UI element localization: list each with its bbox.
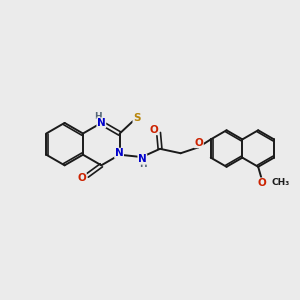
Text: N: N xyxy=(97,118,106,128)
Text: S: S xyxy=(133,113,140,123)
Text: O: O xyxy=(77,173,86,183)
Text: N: N xyxy=(138,154,147,164)
Text: O: O xyxy=(194,138,203,148)
Text: H: H xyxy=(140,160,147,169)
Text: CH₃: CH₃ xyxy=(271,178,290,188)
Text: N: N xyxy=(115,148,124,158)
Text: H: H xyxy=(94,112,101,121)
Text: O: O xyxy=(258,178,267,188)
Text: O: O xyxy=(150,125,158,135)
